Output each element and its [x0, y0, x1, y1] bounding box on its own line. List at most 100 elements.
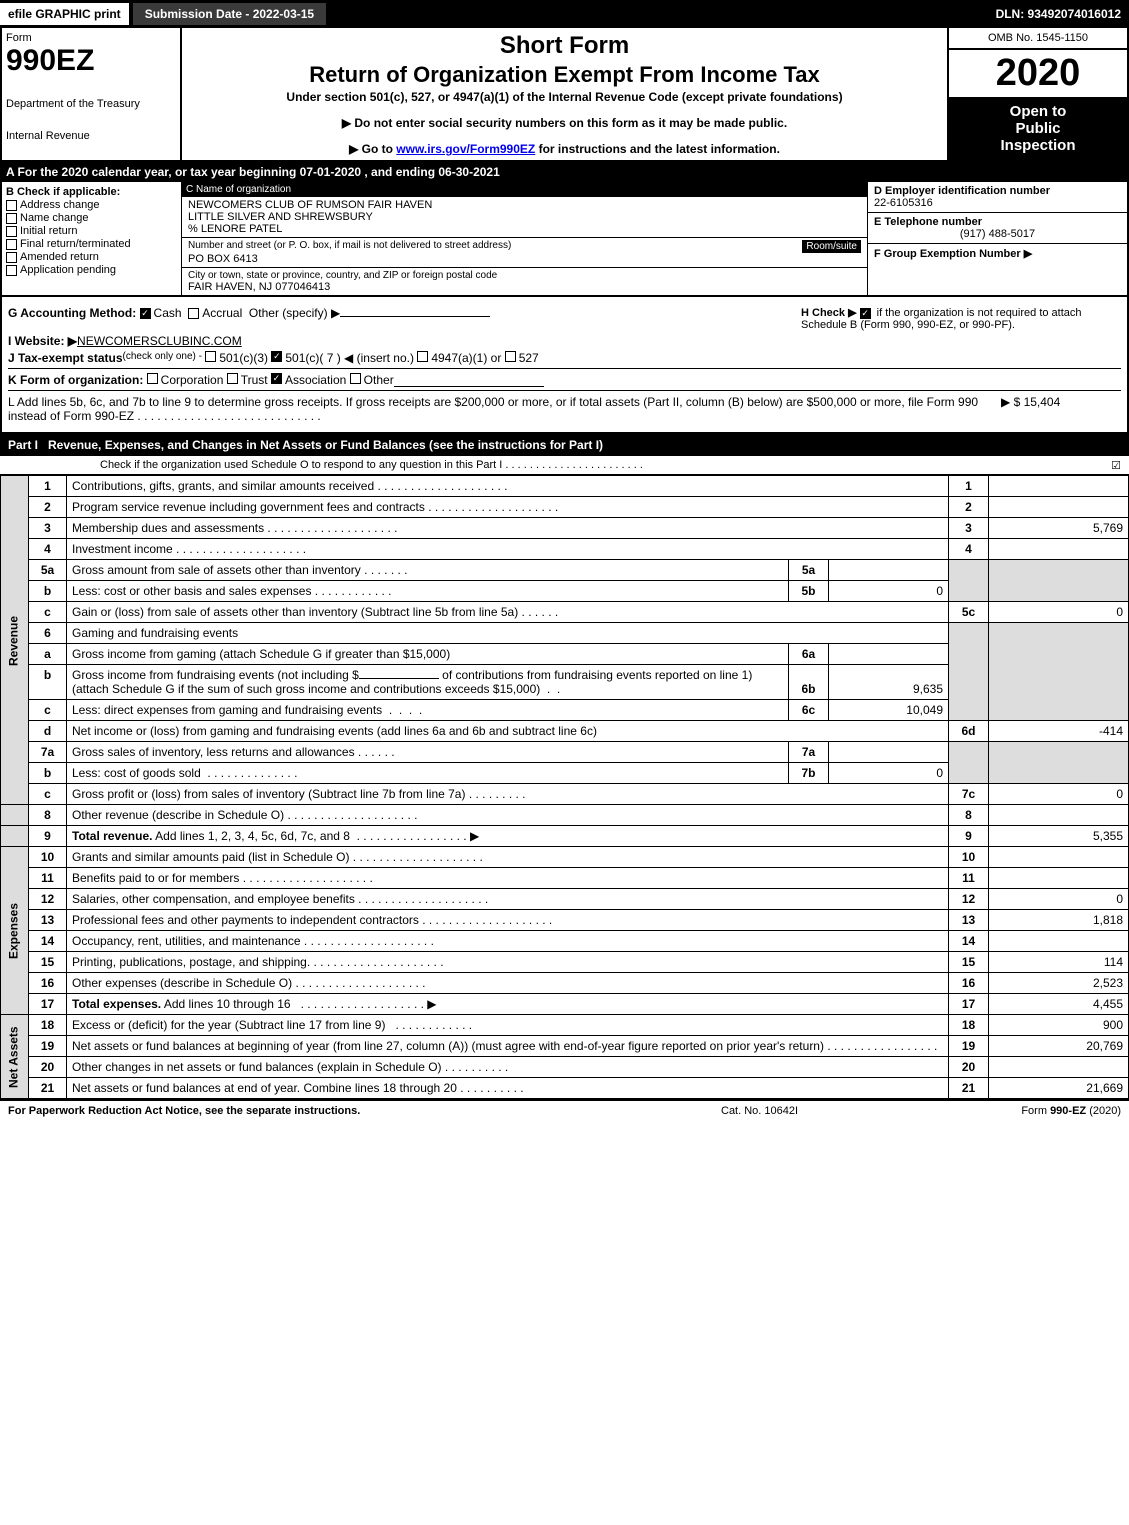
check-501c3[interactable]: [205, 351, 216, 362]
l6c-subnum: 6c: [789, 700, 829, 721]
open-line2: Public: [955, 120, 1121, 137]
check-schedule-b[interactable]: ✓: [860, 308, 871, 319]
section-g: G Accounting Method: ✓Cash Accrual Other…: [8, 306, 801, 331]
l17-boxnum: 17: [949, 994, 989, 1015]
check-final-return[interactable]: Final return/terminated: [6, 238, 177, 250]
line-21: 21 Net assets or fund balances at end of…: [1, 1078, 1129, 1099]
l14-boxnum: 14: [949, 931, 989, 952]
phone-value: (917) 488-5017: [874, 228, 1121, 240]
form-header: Form 990EZ Department of the Treasury In…: [0, 28, 1129, 162]
room-label: Room/suite: [802, 240, 861, 253]
l12-num: 12: [29, 889, 67, 910]
l5c-boxnum: 5c: [949, 602, 989, 623]
check-application-pending[interactable]: Application pending: [6, 264, 177, 276]
l6-num: 6: [29, 623, 67, 644]
line-16: 16 Other expenses (describe in Schedule …: [1, 973, 1129, 994]
check-527[interactable]: [505, 351, 516, 362]
l19-desc: Net assets or fund balances at beginning…: [67, 1036, 949, 1057]
line-3: 3 Membership dues and assessments 3 5,76…: [1, 518, 1129, 539]
part-1-name: Part I: [8, 438, 38, 452]
l18-boxval: 900: [989, 1015, 1129, 1036]
check-trust[interactable]: [227, 373, 238, 384]
check-501c[interactable]: ✓: [271, 351, 282, 362]
footer-right: Form 990-EZ (2020): [921, 1105, 1121, 1117]
city-label: City or town, state or province, country…: [188, 270, 861, 281]
submission-date: Submission Date - 2022-03-15: [133, 3, 326, 25]
l17-num: 17: [29, 994, 67, 1015]
line-5c: c Gain or (loss) from sale of assets oth…: [1, 602, 1129, 623]
website-value[interactable]: NEWCOMERSCLUBINC.COM: [77, 334, 242, 348]
line-1: Revenue 1 Contributions, gifts, grants, …: [1, 476, 1129, 497]
section-b: B Check if applicable: Address change Na…: [2, 182, 182, 295]
check-other[interactable]: [350, 373, 361, 384]
revenue-table: Revenue 1 Contributions, gifts, grants, …: [0, 475, 1129, 1099]
l15-num: 15: [29, 952, 67, 973]
efile-label[interactable]: efile GRAPHIC print: [0, 3, 129, 25]
j-501c: 501(c)( 7 ) ◀ (insert no.): [285, 351, 414, 365]
ein-row: D Employer identification number 22-6105…: [868, 182, 1127, 213]
l6a-num: a: [29, 644, 67, 665]
l6d-boxval: -414: [989, 721, 1129, 742]
l7b-num: b: [29, 763, 67, 784]
row-i: I Website: ▶ NEWCOMERSCLUBINC.COM: [8, 334, 1121, 348]
check-association[interactable]: ✓: [271, 373, 282, 384]
l7b-subnum: 7b: [789, 763, 829, 784]
check-accrual[interactable]: [188, 308, 199, 319]
check-corporation[interactable]: [147, 373, 158, 384]
l10-boxval: [989, 847, 1129, 868]
l5a-desc: Gross amount from sale of assets other t…: [67, 560, 789, 581]
l6c-desc: Less: direct expenses from gaming and fu…: [67, 700, 789, 721]
check-4947[interactable]: [417, 351, 428, 362]
l2-desc: Program service revenue including govern…: [67, 497, 949, 518]
check-cash[interactable]: ✓: [140, 308, 151, 319]
l6a-subnum: 6a: [789, 644, 829, 665]
header-right: OMB No. 1545-1150 2020 Open to Public In…: [947, 28, 1127, 160]
line-15: 15 Printing, publications, postage, and …: [1, 952, 1129, 973]
line-7c: c Gross profit or (loss) from sales of i…: [1, 784, 1129, 805]
l4-boxnum: 4: [949, 539, 989, 560]
row-j: J Tax-exempt status (check only one) - 5…: [8, 351, 1121, 365]
l21-num: 21: [29, 1078, 67, 1099]
l5a-subval: [829, 560, 949, 581]
addr-label: Number and street (or P. O. box, if mail…: [188, 240, 802, 253]
check-amended-return[interactable]: Amended return: [6, 251, 177, 263]
line-12: 12 Salaries, other compensation, and emp…: [1, 889, 1129, 910]
l13-boxval: 1,818: [989, 910, 1129, 931]
l5b-desc: Less: cost or other basis and sales expe…: [67, 581, 789, 602]
l6d-desc: Net income or (loss) from gaming and fun…: [67, 721, 949, 742]
l4-desc: Investment income: [67, 539, 949, 560]
section-c: C Name of organization NEWCOMERS CLUB OF…: [182, 182, 867, 295]
ein-label: D Employer identification number: [874, 185, 1121, 197]
check-name-change[interactable]: Name change: [6, 212, 177, 224]
l7b-subval: 0: [829, 763, 949, 784]
form-title: Return of Organization Exempt From Incom…: [186, 62, 943, 88]
ssn-note: ▶ Do not enter social security numbers o…: [186, 116, 943, 130]
l3-boxval: 5,769: [989, 518, 1129, 539]
city-value: FAIR HAVEN, NJ 077046413: [188, 281, 861, 293]
check-initial-return[interactable]: Initial return: [6, 225, 177, 237]
l16-num: 16: [29, 973, 67, 994]
g-cash: Cash: [154, 306, 182, 320]
l19-boxnum: 19: [949, 1036, 989, 1057]
l3-boxnum: 3: [949, 518, 989, 539]
l7b-desc: Less: cost of goods sold . . . . . . . .…: [67, 763, 789, 784]
line-5a: 5a Gross amount from sale of assets othe…: [1, 560, 1129, 581]
k-assoc: Association: [285, 373, 346, 387]
org-name: NEWCOMERS CLUB OF RUMSON FAIR HAVEN LITT…: [182, 197, 867, 238]
sections-g-to-l: G Accounting Method: ✓Cash Accrual Other…: [0, 297, 1129, 434]
calendar-year-row: A For the 2020 calendar year, or tax yea…: [0, 162, 1129, 182]
footer: For Paperwork Reduction Act Notice, see …: [0, 1099, 1129, 1121]
l7ab-grayval: [989, 742, 1129, 784]
dln: DLN: 93492074016012: [988, 3, 1129, 25]
g-label: G Accounting Method:: [8, 306, 136, 320]
expenses-sidebar: Expenses: [1, 847, 29, 1015]
top-bar: efile GRAPHIC print Submission Date - 20…: [0, 0, 1129, 28]
l1-boxval: [989, 476, 1129, 497]
l6-desc: Gaming and fundraising events: [67, 623, 949, 644]
part-1-checkbox[interactable]: ☑: [1111, 459, 1121, 472]
row-g-h: G Accounting Method: ✓Cash Accrual Other…: [8, 306, 1121, 331]
instructions-link[interactable]: www.irs.gov/Form990EZ: [396, 142, 535, 156]
l8-num: 8: [29, 805, 67, 826]
check-address-change[interactable]: Address change: [6, 199, 177, 211]
j-sub: (check only one) -: [123, 351, 202, 365]
